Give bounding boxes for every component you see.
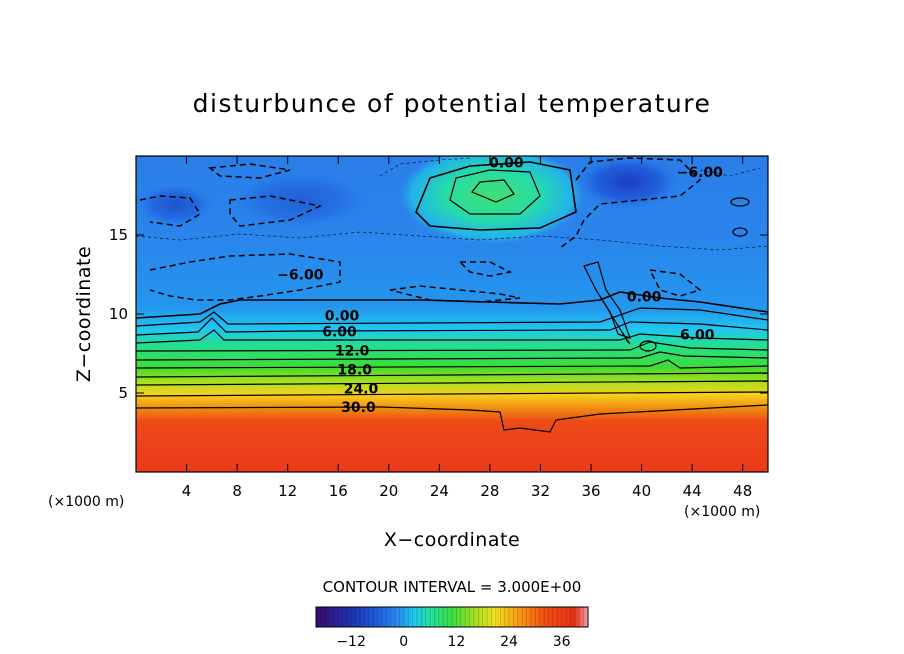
- x-tick-label-2: 12: [278, 482, 297, 500]
- y-tick-label-0: 5: [118, 384, 128, 402]
- contour-label-4: 0.00: [325, 309, 360, 325]
- contour-30: [136, 404, 768, 433]
- contour-3-upper: [449, 169, 541, 215]
- contour-interval: CONTOUR INTERVAL = 3.000E+00: [323, 578, 582, 596]
- contour-18: [136, 359, 768, 369]
- y-axis-label: Z−coordinate: [73, 246, 95, 382]
- contour-neg6-right2: [648, 269, 702, 297]
- colorbar-stripes: [320, 607, 584, 627]
- chart-title: disturbunce of potential temperature: [193, 89, 712, 118]
- contour-21: [136, 372, 768, 378]
- positive-contours: [136, 161, 768, 433]
- contour-label-5: 6.00: [322, 324, 357, 340]
- contour-neg3-wave: [136, 231, 768, 251]
- colorbar: −12 0 12 24 36: [315, 606, 589, 650]
- x-axis-label: X−coordinate: [384, 529, 520, 551]
- contour-labels: 0.00−6.00−6.000.000.006.00 6.0012.018.024…: [277, 155, 724, 416]
- plot-area: [136, 156, 768, 472]
- contour-27: [136, 391, 768, 397]
- negative-contours: [139, 157, 702, 303]
- x-tick-label-0: 4: [182, 482, 192, 500]
- contour-9: [136, 329, 768, 344]
- x-axis: 4 8 12 16 20 24 28 32 36 40 44 48: [182, 156, 752, 500]
- contour-0: [136, 291, 768, 319]
- colorbar-fill: [316, 607, 588, 627]
- contour-0-upper: [415, 161, 577, 231]
- contour-label-10: 30.0: [341, 400, 376, 416]
- x-tick-label-5: 24: [430, 482, 449, 500]
- small-eddy: [639, 340, 657, 352]
- x-tick-label-7: 32: [531, 482, 550, 500]
- cold-anomaly-right: [573, 156, 683, 210]
- front-feature-2: [599, 295, 631, 345]
- x-tick-label-11: 48: [733, 482, 752, 500]
- contour-15: [136, 351, 768, 361]
- colorbar-tick-label-4: 36: [553, 634, 571, 650]
- cold-anomaly-left: [136, 183, 215, 227]
- x-tick-label-10: 44: [683, 482, 702, 500]
- contour-neg3-right: [699, 167, 761, 177]
- contour-neg6-top: [208, 163, 291, 179]
- contour-12: [136, 341, 768, 352]
- colorbar-ticks: −12 0 12 24 36: [336, 634, 570, 650]
- contour-24: [136, 380, 768, 386]
- contour-neg6-mid3: [458, 261, 513, 277]
- y-tick-label-2: 15: [109, 226, 128, 244]
- contour-label-6: 6.00: [680, 328, 715, 344]
- small-eddy-3: [732, 227, 748, 237]
- colorbar-frame: [315, 606, 589, 628]
- contour-label-2: −6.00: [277, 268, 324, 284]
- contour-label-0: 0.00: [489, 155, 524, 171]
- contour-label-1: −6.00: [677, 165, 724, 181]
- colorbar-tick-label-1: 0: [399, 634, 408, 650]
- x-tick-label-1: 8: [232, 482, 242, 500]
- x-tick-label-6: 28: [480, 482, 499, 500]
- thin-contours: [136, 157, 768, 251]
- x-units-right: (×1000 m): [684, 504, 760, 520]
- x-tick-label-4: 20: [379, 482, 398, 500]
- contour-neg6-right: [559, 157, 702, 249]
- contour-label-9: 24.0: [344, 381, 379, 397]
- y-axis: 5 10 15: [109, 226, 768, 402]
- x-tick-label-3: 16: [329, 482, 348, 500]
- colorbar-tick-label-2: 12: [447, 634, 465, 650]
- colorbar-tick-label-3: 24: [500, 634, 518, 650]
- contour-neg3-top: [379, 157, 471, 177]
- contour-label-7: 12.0: [335, 343, 370, 359]
- x-units-left: (×1000 m): [48, 494, 124, 510]
- contour-6: [136, 317, 768, 336]
- x-tick-label-8: 36: [581, 482, 600, 500]
- y-tick-label-1: 10: [109, 305, 128, 323]
- cold-anomaly-mid: [230, 170, 370, 230]
- contour-neg6-left: [149, 253, 341, 301]
- x-tick-label-9: 40: [632, 482, 651, 500]
- contour-label-8: 18.0: [337, 362, 372, 378]
- contour-label-3: 0.00: [627, 290, 662, 306]
- contour-neg6-mid2: [389, 285, 521, 303]
- contour-neg6-mid: [229, 195, 323, 227]
- small-eddy-2: [730, 197, 750, 207]
- contour-3: [136, 307, 768, 327]
- colorbar-tick-label-0: −12: [336, 634, 366, 650]
- contour-6-upper: [471, 179, 515, 203]
